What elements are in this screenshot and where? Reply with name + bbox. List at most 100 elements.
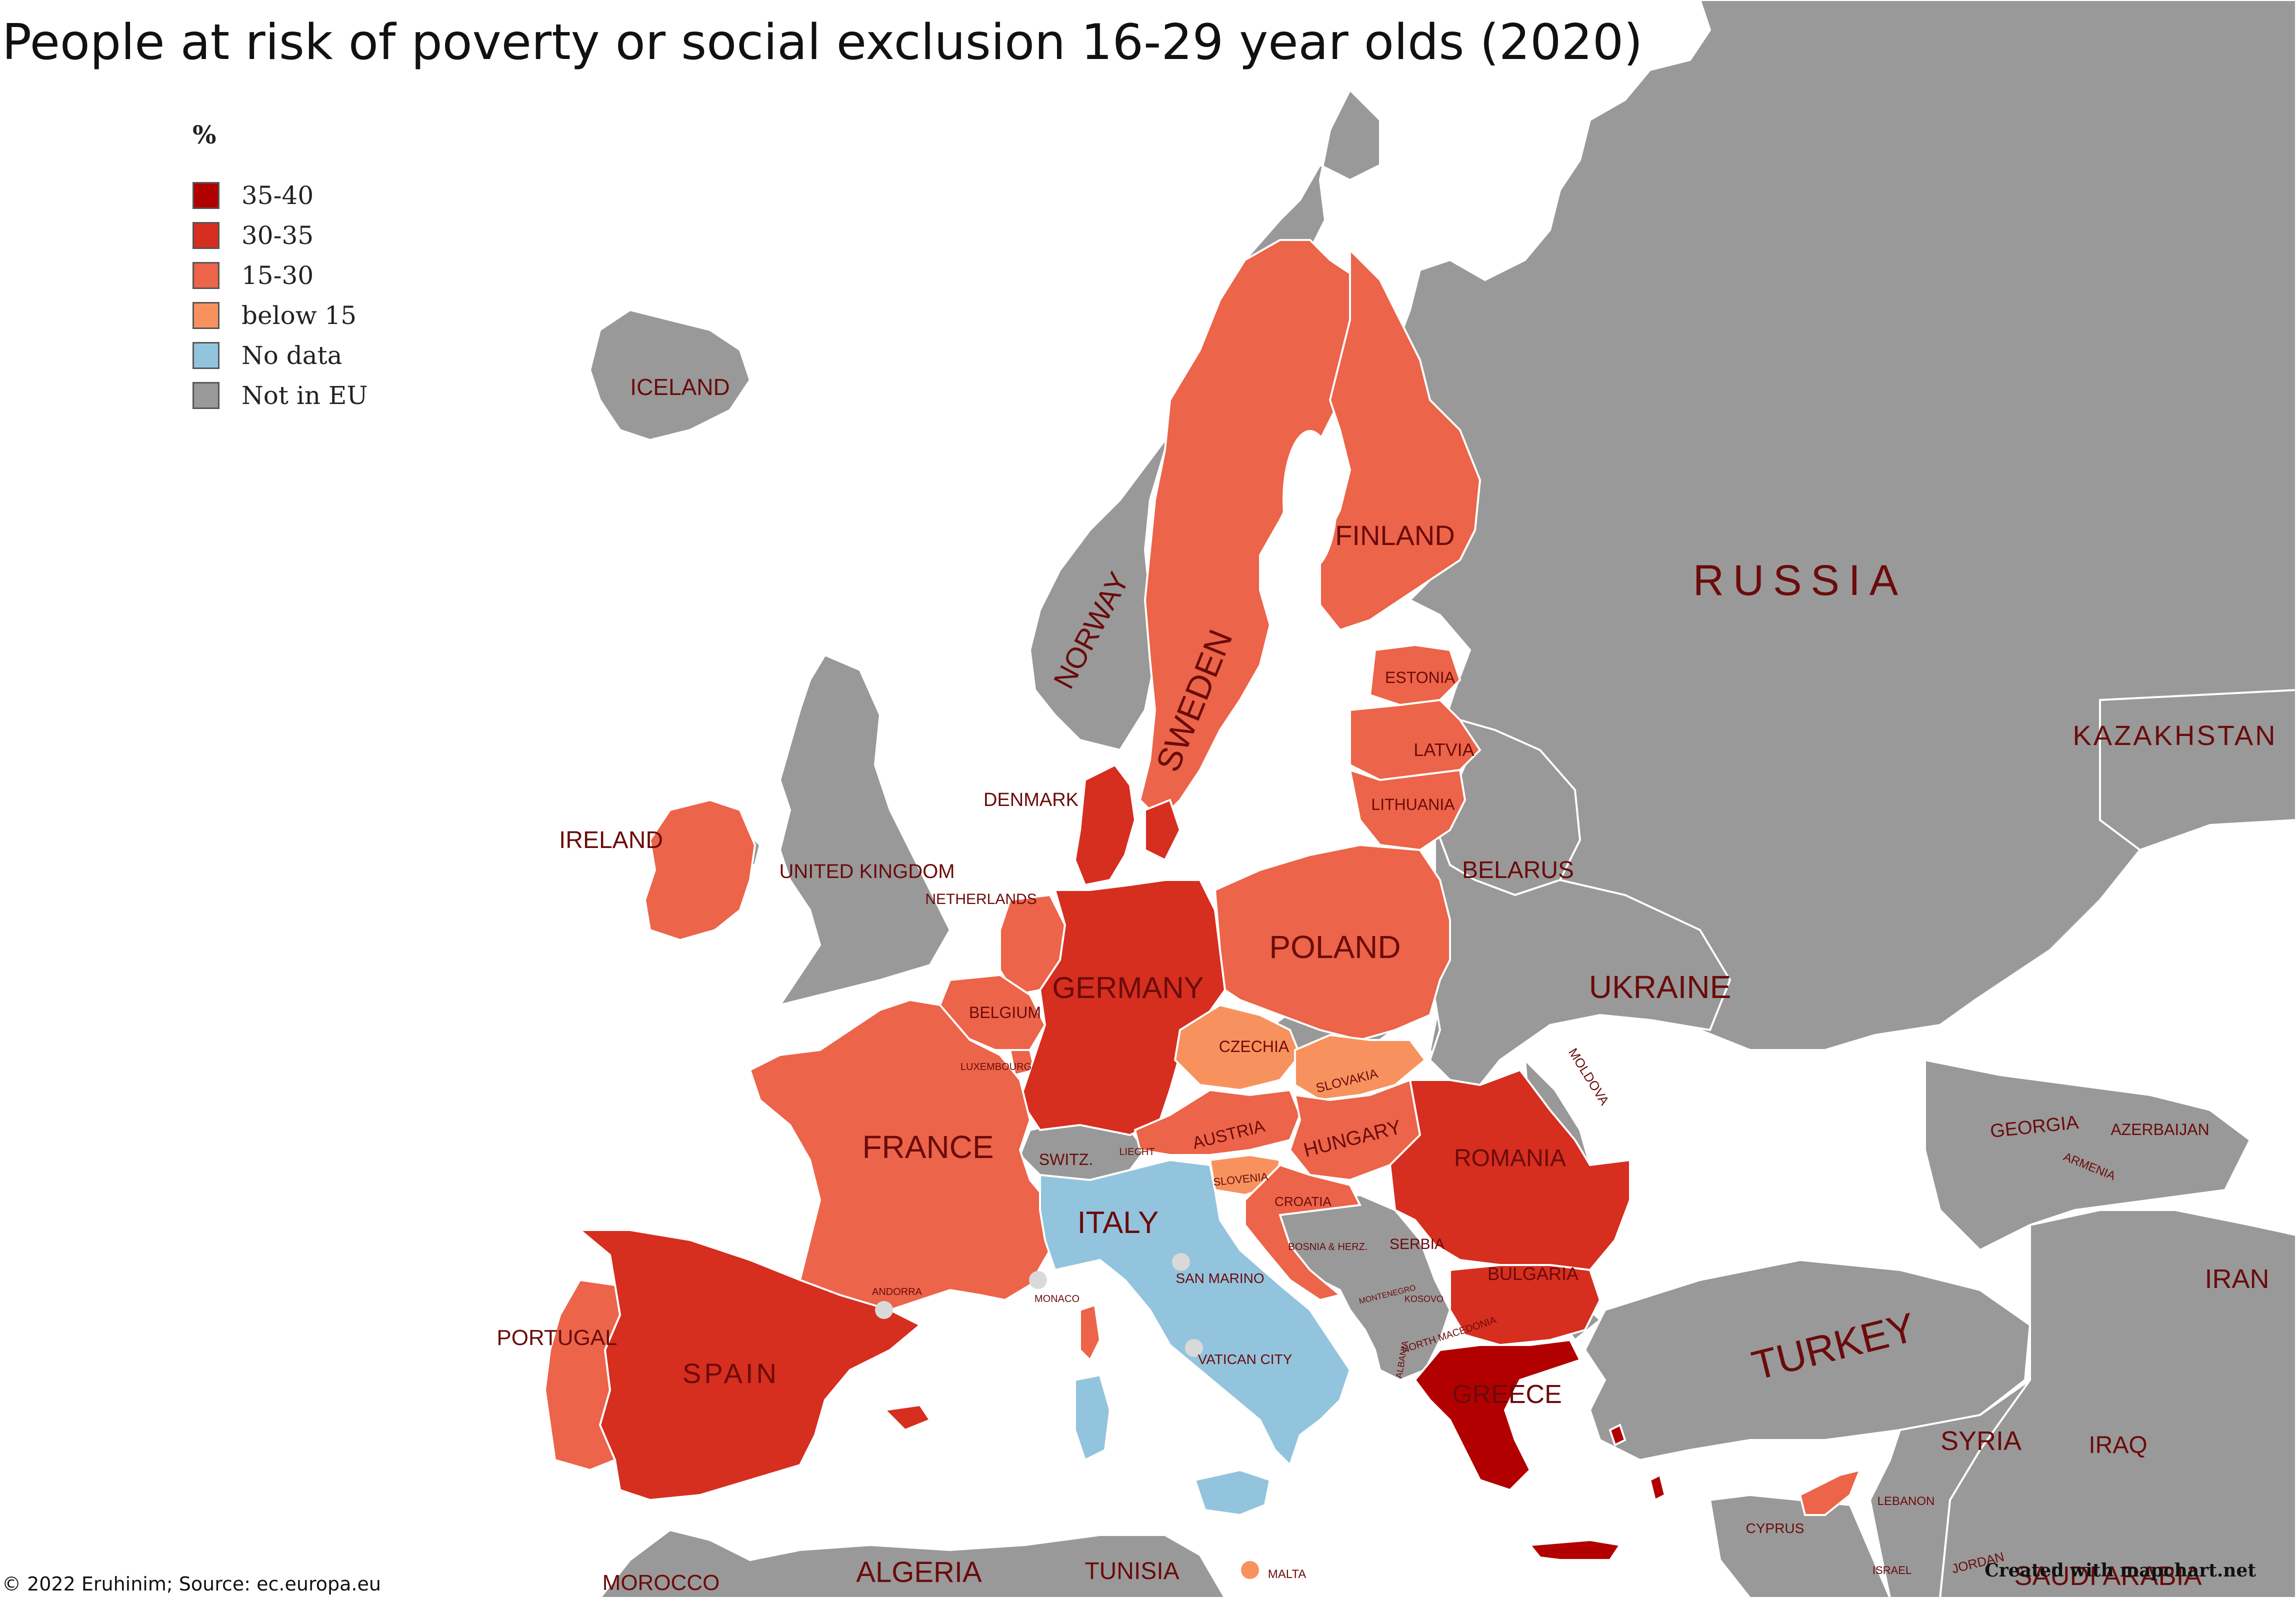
- country-latvia[interactable]: [1349, 698, 1482, 782]
- legend-swatch: [192, 182, 220, 209]
- label-iraq: IRAQ: [2088, 1432, 2147, 1458]
- label-algeria: ALGERIA: [856, 1556, 982, 1588]
- label-lithuania: LITHUANIA: [1371, 796, 1455, 814]
- legend-label: 15-30: [242, 261, 314, 290]
- label-lebanon: LEBANON: [1878, 1494, 1935, 1508]
- country-croatia[interactable]: [1244, 1164, 1362, 1302]
- footer-source: © 2022 Eruhinim; Source: ec.europa.eu: [2, 1573, 381, 1595]
- label-united-kingdom: UNITED KINGDOM: [779, 860, 954, 882]
- legend-item: below 15: [192, 296, 368, 336]
- country-denmark[interactable]: [1074, 764, 1182, 886]
- label-estonia: ESTONIA: [1385, 668, 1456, 686]
- legend-item: No data: [192, 336, 368, 376]
- legend-label: 30-35: [242, 221, 314, 250]
- label-latvia: LATVIA: [1414, 740, 1474, 760]
- legend-label: Not in EU: [242, 381, 368, 410]
- label-greece: GREECE: [1452, 1380, 1562, 1409]
- label-finland: FINLAND: [1335, 520, 1455, 551]
- country-iceland[interactable]: [588, 308, 752, 442]
- label-iceland: ICELAND: [630, 374, 730, 400]
- page-title: People at risk of poverty or social excl…: [2, 14, 1643, 71]
- label-kazakhstan: KAZAKHSTAN: [2072, 720, 2277, 751]
- label-ukraine: UKRAINE: [1589, 969, 1732, 1005]
- label-belgium: BELGIUM: [969, 1004, 1041, 1022]
- country-slovakia[interactable]: [1294, 1034, 1426, 1102]
- label-czechia: CZECHIA: [1219, 1038, 1290, 1056]
- country-czechia[interactable]: [1174, 1004, 1302, 1092]
- label-bulgaria: BULGARIA: [1488, 1264, 1578, 1284]
- marker-vatican-city[interactable]: [1185, 1339, 1203, 1357]
- legend: % 35-40 30-35 15-30 below 15 No data Not…: [192, 120, 368, 416]
- label-russia: RUSSIA: [1693, 556, 1907, 604]
- microstate-markers: [875, 1253, 1259, 1579]
- label-kosovo: KOSOVO: [1404, 1294, 1444, 1304]
- label-san-marino: SAN MARINO: [1176, 1270, 1264, 1286]
- label-andorra: ANDORRA: [872, 1286, 922, 1298]
- label-croatia: CROATIA: [1274, 1194, 1332, 1209]
- country-kazakhstan[interactable]: [2099, 688, 2296, 852]
- label-cyprus: CYPRUS: [1746, 1520, 1804, 1536]
- label-morocco: MOROCCO: [602, 1570, 720, 1595]
- country-corsica[interactable]: [1079, 1304, 1102, 1362]
- marker-malta[interactable]: [1241, 1561, 1259, 1579]
- legend-label: below 15: [242, 301, 357, 330]
- label-germany: GERMANY: [1052, 971, 1204, 1004]
- legend-item: 35-40: [192, 176, 368, 216]
- country-austria[interactable]: [1134, 1088, 1302, 1156]
- legend-swatch: [192, 262, 220, 289]
- country-syria-iraq[interactable]: [1868, 1379, 2031, 1598]
- label-syria: SYRIA: [1940, 1426, 2022, 1456]
- gulf-of-bothnia: [1282, 430, 1338, 570]
- legend-label: No data: [242, 341, 342, 370]
- label-iran: IRAN: [2204, 1264, 2269, 1294]
- country-portugal[interactable]: [544, 1278, 622, 1472]
- country-caucasus[interactable]: [1924, 1058, 2252, 1252]
- legend-swatch: [192, 302, 220, 329]
- label-poland: POLAND: [1269, 929, 1400, 965]
- legend-item: 15-30: [192, 256, 368, 296]
- label-spain: SPAIN: [682, 1358, 780, 1389]
- marker-andorra[interactable]: [875, 1301, 893, 1319]
- label-ireland: IRELAND: [559, 827, 663, 854]
- country-poland[interactable]: [1214, 844, 1451, 1042]
- country-north-africa[interactable]: [598, 1494, 1892, 1598]
- label-bosnia: BOSNIA & HERZ.: [1288, 1242, 1368, 1252]
- country-estonia[interactable]: [1368, 644, 1462, 706]
- label-monaco: MONACO: [1034, 1294, 1080, 1304]
- legend-swatch: [192, 222, 220, 249]
- label-luxembourg: LUXEMBOURG: [960, 1062, 1032, 1072]
- label-netherlands: NETHERLANDS: [925, 891, 1036, 908]
- label-vatican-city: VATICAN CITY: [1198, 1352, 1292, 1367]
- label-liechtenstein: LIECHT: [1119, 1146, 1154, 1158]
- country-cyprus[interactable]: [1798, 1468, 1862, 1516]
- label-serbia: SERBIA: [1390, 1236, 1444, 1252]
- label-romania: ROMANIA: [1454, 1145, 1566, 1172]
- country-greece[interactable]: [1414, 1338, 1666, 1561]
- country-ireland[interactable]: [644, 798, 756, 942]
- country-finland[interactable]: [1319, 248, 1482, 632]
- label-switzerland: SWITZ.: [1039, 1150, 1093, 1168]
- marker-monaco[interactable]: [1029, 1271, 1047, 1289]
- legend-item: 30-35: [192, 216, 368, 256]
- country-lithuania[interactable]: [1348, 768, 1466, 852]
- lakes: [1282, 430, 1338, 570]
- eu-countries: [544, 239, 1862, 1561]
- label-saudi-arabia: SAUDI ARABIA: [2014, 1561, 2202, 1591]
- country-germany[interactable]: [1018, 879, 1226, 1136]
- label-denmark: DENMARK: [984, 790, 1078, 810]
- label-tunisia: TUNISIA: [1084, 1558, 1179, 1584]
- legend-label: 35-40: [242, 181, 314, 210]
- country-bulgaria[interactable]: [1449, 1264, 1602, 1346]
- label-belarus: BELARUS: [1462, 857, 1574, 884]
- legend-title: %: [192, 120, 216, 150]
- label-israel: ISRAEL: [1872, 1564, 1912, 1576]
- country-romania[interactable]: [1388, 1068, 1631, 1272]
- footer-credit: Created with mapchart.net: [1984, 1560, 2256, 1581]
- non-eu-land: [588, 0, 2296, 1598]
- label-malta: MALTA: [1268, 1568, 1306, 1581]
- country-italy[interactable]: [1039, 1158, 1352, 1516]
- label-azerbaijan: AZERBAIJAN: [2110, 1120, 2209, 1138]
- marker-san-marino[interactable]: [1172, 1253, 1190, 1271]
- legend-swatch: [192, 342, 220, 369]
